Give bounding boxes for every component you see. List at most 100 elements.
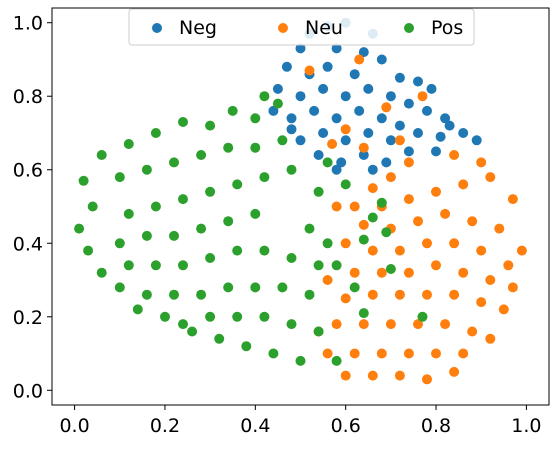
point-pos-39 (196, 223, 207, 234)
y-tick-label-4: 0.8 (13, 86, 43, 108)
point-pos-0 (259, 91, 270, 102)
x-tick-label-2: 0.4 (240, 415, 270, 437)
point-pos-25 (196, 150, 207, 160)
point-neu-40 (394, 289, 405, 300)
point-neg-31 (413, 128, 423, 138)
point-neg-4 (358, 47, 369, 58)
point-neg-15 (272, 83, 283, 94)
point-neg-38 (363, 128, 374, 138)
point-pos-19 (241, 341, 252, 352)
point-neu-45 (331, 319, 342, 330)
point-pos-67 (367, 212, 378, 223)
point-neu-13 (431, 186, 441, 197)
point-pos-33 (232, 179, 243, 190)
point-neu-29 (476, 245, 487, 256)
point-pos-66 (340, 179, 351, 190)
point-pos-46 (232, 245, 243, 256)
point-pos-40 (223, 216, 234, 227)
y-tick-label-5: 1.0 (13, 13, 43, 35)
point-pos-70 (385, 264, 396, 274)
y-tick-label-0: 0.0 (13, 380, 43, 402)
point-neu-22 (494, 223, 505, 234)
point-pos-44 (178, 260, 188, 271)
point-neg-43 (336, 157, 347, 168)
point-pos-73 (417, 311, 428, 322)
point-pos-11 (74, 223, 85, 234)
point-neu-68 (476, 157, 487, 168)
point-neu-5 (327, 139, 338, 149)
point-neu-57 (458, 348, 469, 359)
point-neg-23 (440, 113, 451, 124)
series-pos (74, 91, 428, 366)
point-neg-30 (394, 120, 405, 131)
point-pos-42 (123, 260, 134, 271)
point-neg-14 (426, 83, 437, 94)
point-pos-75 (322, 238, 333, 249)
point-neg-26 (309, 105, 320, 116)
point-neu-3 (417, 91, 428, 102)
point-pos-59 (232, 311, 243, 322)
point-neu-53 (349, 348, 360, 359)
point-pos-61 (286, 319, 297, 330)
point-neu-30 (503, 260, 514, 271)
point-pos-77 (376, 197, 387, 208)
point-neu-62 (449, 366, 460, 377)
point-neg-42 (313, 150, 324, 160)
point-neu-8 (385, 172, 396, 183)
point-pos-23 (141, 164, 152, 175)
point-pos-10 (87, 201, 98, 212)
point-neu-41 (422, 289, 432, 300)
point-pos-1 (272, 98, 283, 109)
point-pos-34 (259, 172, 270, 183)
y-tick-label-2: 0.4 (13, 233, 43, 255)
point-neu-50 (467, 326, 478, 337)
point-pos-15 (132, 304, 143, 315)
point-neu-10 (349, 201, 360, 212)
point-neu-54 (376, 348, 387, 359)
point-neu-48 (413, 319, 423, 330)
point-pos-9 (78, 175, 89, 186)
point-neu-55 (403, 348, 414, 359)
point-neu-24 (340, 238, 351, 249)
point-neu-23 (516, 245, 527, 256)
point-neu-17 (358, 219, 369, 230)
point-pos-49 (313, 260, 324, 271)
point-pos-7 (123, 139, 134, 149)
point-neg-17 (318, 83, 329, 94)
point-pos-41 (250, 208, 261, 219)
point-pos-64 (313, 186, 324, 197)
point-neg-5 (331, 43, 342, 54)
point-neu-2 (381, 102, 392, 113)
point-neg-36 (318, 128, 329, 138)
point-pos-29 (123, 208, 134, 219)
plot-frame (51, 7, 550, 406)
point-pos-4 (205, 120, 216, 131)
point-neg-7 (281, 61, 292, 72)
point-neg-34 (471, 135, 482, 146)
point-neg-11 (376, 54, 387, 65)
point-neu-21 (467, 216, 478, 227)
point-neg-18 (340, 91, 351, 102)
point-neg-20 (385, 91, 396, 102)
point-neu-1 (354, 54, 365, 65)
point-pos-57 (178, 319, 188, 330)
point-neu-42 (449, 289, 460, 300)
point-neu-43 (476, 297, 487, 308)
point-pos-60 (259, 311, 270, 322)
point-pos-76 (331, 260, 342, 271)
point-neu-37 (507, 282, 518, 293)
y-tick-label-3: 0.6 (13, 160, 43, 182)
point-neu-39 (367, 289, 378, 300)
point-neg-37 (340, 135, 351, 146)
series-neu (304, 54, 527, 385)
point-neu-28 (449, 238, 460, 249)
point-pos-65 (322, 157, 333, 168)
point-neu-59 (367, 370, 378, 381)
point-neg-24 (268, 105, 279, 116)
point-pos-22 (114, 172, 125, 183)
point-pos-35 (286, 164, 297, 175)
point-neu-52 (322, 348, 333, 359)
x-axis: 0.0 0.2 0.4 0.6 0.8 1.0 (59, 405, 542, 437)
point-pos-54 (250, 282, 261, 293)
point-neg-28 (354, 105, 365, 116)
